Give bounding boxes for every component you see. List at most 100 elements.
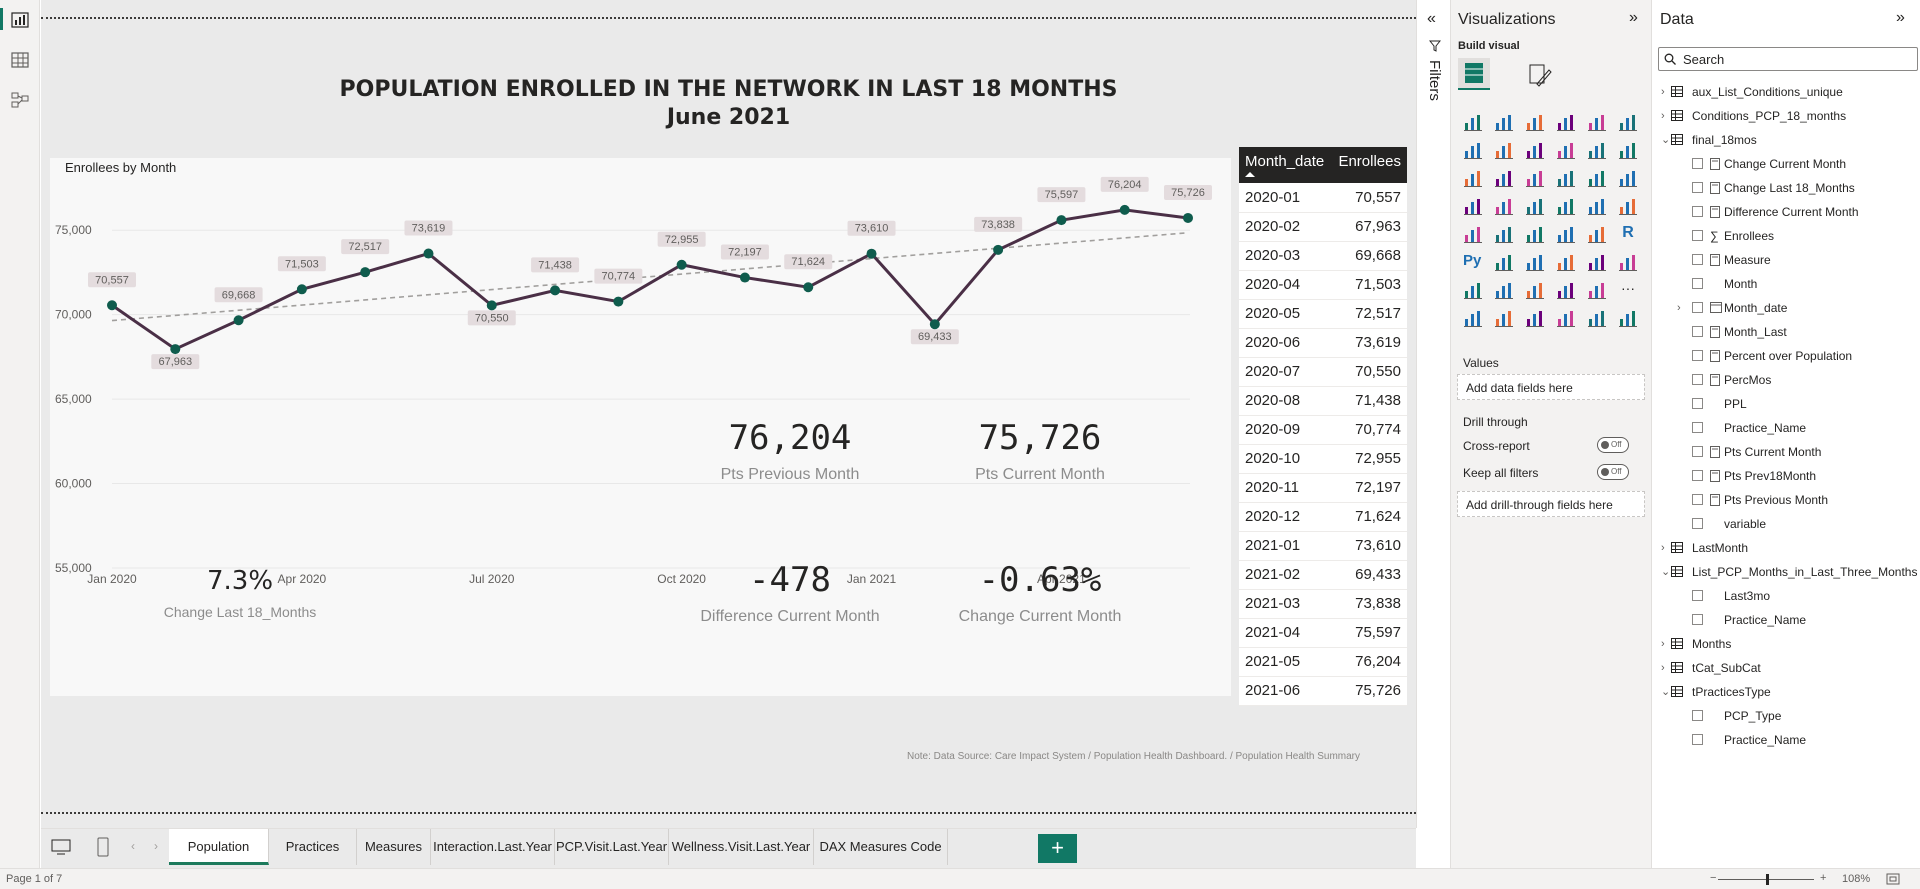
desktop-layout-icon[interactable] [51,839,71,855]
chevron-down-icon[interactable]: ⌄ [1661,686,1671,698]
expand-right-icon[interactable]: » [1629,9,1638,26]
decomposition-tree-visual-icon[interactable] [1525,252,1545,272]
field-checkbox[interactable] [1692,614,1703,625]
clustered-bar-visual-icon[interactable] [1525,112,1545,132]
field-table-row[interactable]: ⌄ tPracticesType [1652,680,1920,704]
search-input[interactable]: Search [1658,47,1918,71]
matrix-visual-icon[interactable] [1587,224,1607,244]
field-checkbox[interactable] [1692,302,1703,313]
field-checkbox[interactable] [1692,206,1703,217]
table-row[interactable]: 2020-07 70,550 [1239,357,1407,387]
card-visual-icon[interactable] [1618,196,1638,216]
page-tab[interactable]: PCP.Visit.Last.Year [555,829,669,865]
custom-a-visual-icon[interactable] [1463,308,1483,328]
smart-narrative-visual-icon[interactable] [1587,252,1607,272]
chevron-right-icon[interactable]: › [1661,86,1665,98]
page-tab[interactable]: Measures [357,829,431,865]
field-table-row[interactable]: › aux_List_Conditions_unique [1652,80,1920,104]
field-checkbox[interactable] [1692,398,1703,409]
field-checkbox[interactable] [1692,350,1703,361]
data-point[interactable] [486,300,497,311]
shape-map-visual-icon[interactable] [1525,196,1545,216]
field-checkbox[interactable] [1692,278,1703,289]
field-row[interactable]: Pts Prev18Month [1652,464,1920,488]
field-table-row[interactable]: › Conditions_PCP_18_months [1652,104,1920,128]
add-page-button[interactable]: + [1038,834,1077,863]
field-row[interactable]: Practice_Name [1652,608,1920,632]
ribbon-visual-icon[interactable] [1618,140,1638,160]
collapse-data-pane-icon[interactable]: » [1896,9,1905,26]
field-table-row[interactable]: › tCat_SubCat [1652,656,1920,680]
data-point[interactable] [739,272,750,283]
field-checkbox[interactable] [1692,374,1703,385]
custom-e-visual-icon[interactable] [1587,308,1607,328]
field-row[interactable]: PPL [1652,392,1920,416]
custom-c-visual-icon[interactable] [1525,308,1545,328]
clustered-column-visual-icon[interactable] [1556,112,1576,132]
enrollees-line-chart[interactable]: Enrollees by Month 75,000 70,000 65,000 60,… [50,158,1231,696]
multi-row-card-visual-icon[interactable] [1463,224,1483,244]
data-point[interactable] [550,285,561,296]
field-checkbox[interactable] [1692,446,1703,457]
field-table-row[interactable]: › Months [1652,632,1920,656]
field-row[interactable]: Practice_Name [1652,416,1920,440]
stacked-column-visual-icon[interactable] [1494,112,1514,132]
values-well[interactable]: Add data fields here [1457,374,1645,400]
keep-filters-toggle[interactable]: Off [1597,464,1629,480]
zoom-out-button[interactable]: − [1710,872,1717,884]
page-tab[interactable]: DAX Measures Code [814,829,948,865]
field-row[interactable]: Month_Last [1652,320,1920,344]
enrollees-table[interactable]: Month_date Enrollees 2020-01 70,557 2020-0… [1239,147,1407,706]
treemap-visual-icon[interactable] [1618,168,1638,188]
data-point[interactable] [1056,215,1067,226]
zoom-slider-thumb[interactable] [1766,874,1769,885]
custom-b-visual-icon[interactable] [1494,308,1514,328]
field-row[interactable]: Practice_Name [1652,728,1920,752]
chevron-down-icon[interactable]: ⌄ [1661,566,1671,578]
data-point[interactable] [423,248,434,259]
page-tab[interactable]: Interaction.Last.Year [431,829,555,865]
power-apps-visual-icon[interactable] [1494,280,1514,300]
area-visual-icon[interactable] [1494,140,1514,160]
more-visual-icon[interactable]: ··· [1621,280,1635,296]
fit-to-page-icon[interactable] [1886,873,1900,885]
scatter-visual-icon[interactable] [1525,168,1545,188]
waterfall-visual-icon[interactable] [1463,168,1483,188]
field-checkbox[interactable] [1692,326,1703,337]
filters-pane-collapsed[interactable]: « Filters [1416,0,1450,828]
field-table-row[interactable]: › LastMonth [1652,536,1920,560]
table-row[interactable]: 2021-01 73,610 [1239,531,1407,561]
field-row[interactable]: Pts Previous Month [1652,488,1920,512]
data-point[interactable] [676,259,687,270]
data-point[interactable] [170,344,181,355]
paginated-report-visual-icon[interactable] [1463,280,1483,300]
field-checkbox[interactable] [1692,470,1703,481]
field-checkbox[interactable] [1692,158,1703,169]
data-point[interactable] [1183,212,1193,223]
table-row[interactable]: 2021-03 73,838 [1239,589,1407,619]
table-header-month[interactable]: Month_date [1239,147,1332,183]
filled-map-visual-icon[interactable] [1494,196,1514,216]
stacked-bar-visual-icon[interactable] [1463,112,1483,132]
table-row[interactable]: 2020-10 72,955 [1239,444,1407,474]
field-table-row[interactable]: ⌄ List_PCP_Months_in_Last_Three_Months [1652,560,1920,584]
table-row[interactable]: 2020-03 69,668 [1239,241,1407,271]
field-row[interactable]: PCP_Type [1652,704,1920,728]
drill-through-well[interactable]: Add drill-through fields here [1457,491,1645,517]
chevron-right-icon[interactable]: › [1661,542,1665,554]
chevron-right-icon[interactable]: › [1677,302,1681,314]
field-checkbox[interactable] [1692,494,1703,505]
field-row[interactable]: Change Last 18_Months [1652,176,1920,200]
prev-page-icon[interactable]: ‹ [131,839,135,853]
custom-f-visual-icon[interactable] [1618,308,1638,328]
line-visual-icon[interactable] [1463,140,1483,160]
field-checkbox[interactable] [1692,422,1703,433]
build-visual-tab[interactable] [1458,58,1490,90]
data-point[interactable] [929,319,940,330]
stacked-area-visual-icon[interactable] [1525,140,1545,160]
100-column-visual-icon[interactable] [1618,112,1638,132]
field-row[interactable]: PercMos [1652,368,1920,392]
table-row[interactable]: 2021-05 76,204 [1239,647,1407,677]
table-row[interactable]: 2020-08 71,438 [1239,386,1407,416]
field-row[interactable]: Difference Current Month [1652,200,1920,224]
